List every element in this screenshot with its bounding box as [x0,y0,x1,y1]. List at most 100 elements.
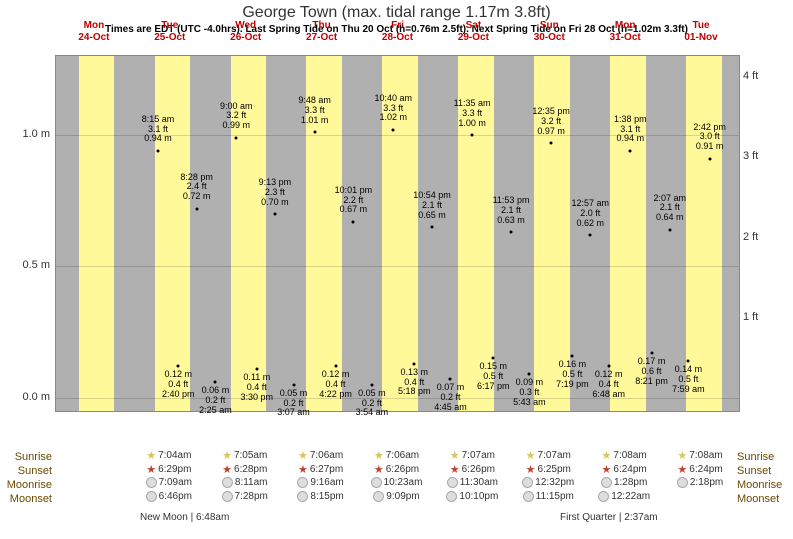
sunrise-star-icon: ★ [450,449,460,462]
day-header: Mon31-Oct [587,20,663,44]
moonrise-label-left: Moonrise [6,479,52,491]
sunrise-star-icon: ★ [526,449,536,462]
daylight-band [79,56,115,411]
moon-icon [222,491,233,502]
tide-point [668,228,671,231]
sunset-row: ★6:29pm★6:28pm★6:27pm★6:26pm★6:26pm★6:25… [55,463,738,477]
tide-point [156,149,159,152]
tide-point [392,128,395,131]
first-quarter-text: First Quarter | 2:37am [560,512,658,523]
high-tide-label: 11:53 pm2.1 ft0.63 m [493,196,530,226]
tide-point [370,383,373,386]
moonset-row: 6:46pm7:28pm8:15pm9:09pm10:10pm11:15pm12… [55,491,738,505]
tide-point [413,362,416,365]
sunset-label-left: Sunset [6,465,52,477]
moon-icon [522,477,533,488]
sunrise-cell: ★7:08am [662,449,738,462]
sunrise-star-icon: ★ [222,449,232,462]
low-tide-label: 0.05 m0.2 ft3:07 am [277,389,310,419]
y-tick-right: 1 ft [743,311,793,323]
tide-point [214,381,217,384]
sunset-star-icon: ★ [374,463,384,476]
y-tick-left: 0.5 m [0,259,50,271]
moon-icon [371,477,382,488]
low-tide-label: 0.12 m0.4 ft2:40 pm [162,370,195,400]
sunset-cell: ★6:28pm [207,463,283,476]
moonrise-cell: 8:11am [207,477,283,488]
sunrise-cell: ★7:08am [586,449,662,462]
moonrise-row: 7:09am8:11am9:16am10:23am11:30am12:32pm1… [55,477,738,491]
moonset-label-right: Moonset [737,493,787,505]
daylight-band [686,56,722,411]
y-tick-right: 2 ft [743,231,793,243]
low-tide-label: 0.06 m0.2 ft2:25 am [199,386,232,416]
grid-line [56,266,739,267]
y-tick-right: 3 ft [743,150,793,162]
sunset-cell: ★6:24pm [586,463,662,476]
low-tide-label: 0.13 m0.4 ft5:18 pm [398,368,431,398]
low-tide-label: 0.17 m0.6 ft8:21 pm [635,357,668,387]
low-tide-label: 0.11 m0.4 ft3:30 pm [241,373,274,403]
sunset-cell: ★6:25pm [510,463,586,476]
tide-point [235,136,238,139]
day-header: Wed26-Oct [208,20,284,44]
sunrise-label-left: Sunrise [6,451,52,463]
high-tide-label: 1:38 pm3.1 ft0.94 m [614,115,647,145]
sunrise-row: ★7:04am★7:05am★7:06am★7:06am★7:07am★7:07… [55,449,738,463]
y-axis-right: 1 ft 2 ft 3 ft 4 ft [738,55,793,410]
y-axis-left: 0.0 m 0.5 m 1.0 m [0,55,55,410]
moon-icon [446,491,457,502]
day-header: Tue25-Oct [132,20,208,44]
sunrise-star-icon: ★ [677,449,687,462]
high-tide-label: 8:28 pm2.4 ft0.72 m [180,173,213,203]
sunset-star-icon: ★ [677,463,687,476]
high-tide-label: 11:35 am3.3 ft1.00 m [454,99,491,129]
tide-point [607,365,610,368]
tide-point [313,131,316,134]
day-header: Tue01-Nov [663,20,739,44]
moon-icon [601,477,612,488]
tide-point [273,212,276,215]
high-tide-label: 9:00 am3.2 ft0.99 m [220,102,253,132]
moonset-cell: 9:09pm [359,491,435,502]
sunrise-cell: ★7:07am [434,449,510,462]
sunrise-cell: ★7:07am [510,449,586,462]
moon-icon [598,491,609,502]
grid-line [56,398,739,399]
tide-point [528,373,531,376]
sunrise-label-right: Sunrise [737,451,787,463]
tide-point [195,207,198,210]
day-header: Sun30-Oct [511,20,587,44]
sunset-cell: ★6:29pm [131,463,207,476]
sunset-star-icon: ★ [298,463,308,476]
low-tide-label: 0.09 m0.3 ft5:43 am [513,378,546,408]
tide-point [292,383,295,386]
sunrise-star-icon: ★ [374,449,384,462]
day-column: Tue01-Nov [663,56,739,411]
moon-icon [523,491,534,502]
sunset-label-right: Sunset [737,465,787,477]
low-tide-label: 0.14 m0.5 ft7:59 am [672,365,705,395]
moon-icon [297,491,308,502]
day-column: Tue25-Oct [132,56,208,411]
day-header: Fri28-Oct [360,20,436,44]
high-tide-label: 10:54 pm2.1 ft0.65 m [413,191,451,221]
sunset-cell: ★6:24pm [662,463,738,476]
sunrise-star-icon: ★ [602,449,612,462]
moon-icon [373,491,384,502]
sunset-star-icon: ★ [222,463,232,476]
tide-point [449,378,452,381]
moon-icon [222,477,233,488]
y-tick-left: 1.0 m [0,128,50,140]
y-tick-left: 0.0 m [0,391,50,403]
moonset-cell: 12:22am [586,491,662,502]
high-tide-label: 12:57 am2.0 ft0.62 m [571,199,609,229]
high-tide-label: 2:07 am2.1 ft0.64 m [654,194,687,224]
sunset-cell: ★6:27pm [283,463,359,476]
y-tick-right: 4 ft [743,70,793,82]
moonset-label-left: Moonset [6,493,52,505]
low-tide-label: 0.12 m0.4 ft4:22 pm [319,370,352,400]
day-header: Sat29-Oct [435,20,511,44]
high-tide-label: 2:42 pm3.0 ft0.91 m [693,123,726,153]
day-header: Thu27-Oct [284,20,360,44]
